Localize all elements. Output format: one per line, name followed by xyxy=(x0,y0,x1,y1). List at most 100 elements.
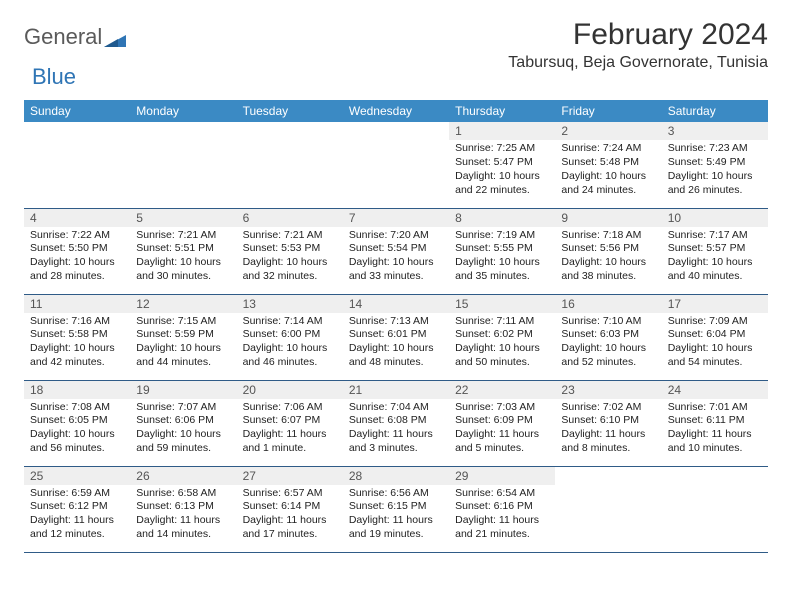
calendar-day-cell: 13Sunrise: 7:14 AMSunset: 6:00 PMDayligh… xyxy=(237,294,343,380)
calendar-day-cell: 27Sunrise: 6:57 AMSunset: 6:14 PMDayligh… xyxy=(237,466,343,552)
day-number: 29 xyxy=(449,467,555,485)
day-details: Sunrise: 6:56 AMSunset: 6:15 PMDaylight:… xyxy=(343,485,449,546)
daylight-line: Daylight: 10 hours and 26 minutes. xyxy=(668,170,762,198)
day-number: 24 xyxy=(662,381,768,399)
sunset-line: Sunset: 5:55 PM xyxy=(455,242,549,256)
sunset-line: Sunset: 6:05 PM xyxy=(30,414,124,428)
sunset-line: Sunset: 6:01 PM xyxy=(349,328,443,342)
sunset-line: Sunset: 5:57 PM xyxy=(668,242,762,256)
sunrise-line: Sunrise: 7:25 AM xyxy=(455,142,549,156)
weekday-header: Saturday xyxy=(662,100,768,122)
daylight-line: Daylight: 10 hours and 30 minutes. xyxy=(136,256,230,284)
calendar-day-cell: 20Sunrise: 7:06 AMSunset: 6:07 PMDayligh… xyxy=(237,380,343,466)
day-details: Sunrise: 7:17 AMSunset: 5:57 PMDaylight:… xyxy=(662,227,768,288)
calendar-day-cell: 5Sunrise: 7:21 AMSunset: 5:51 PMDaylight… xyxy=(130,208,236,294)
day-details: Sunrise: 7:11 AMSunset: 6:02 PMDaylight:… xyxy=(449,313,555,374)
sunset-line: Sunset: 6:04 PM xyxy=(668,328,762,342)
sunrise-line: Sunrise: 7:10 AM xyxy=(561,315,655,329)
daylight-line: Daylight: 11 hours and 12 minutes. xyxy=(30,514,124,542)
day-details: Sunrise: 7:18 AMSunset: 5:56 PMDaylight:… xyxy=(555,227,661,288)
calendar-day-cell: 2Sunrise: 7:24 AMSunset: 5:48 PMDaylight… xyxy=(555,122,661,208)
daylight-line: Daylight: 10 hours and 28 minutes. xyxy=(30,256,124,284)
day-details: Sunrise: 7:16 AMSunset: 5:58 PMDaylight:… xyxy=(24,313,130,374)
sunset-line: Sunset: 5:51 PM xyxy=(136,242,230,256)
day-details: Sunrise: 7:07 AMSunset: 6:06 PMDaylight:… xyxy=(130,399,236,460)
daylight-line: Daylight: 11 hours and 5 minutes. xyxy=(455,428,549,456)
calendar-empty-cell xyxy=(237,122,343,208)
calendar-day-cell: 18Sunrise: 7:08 AMSunset: 6:05 PMDayligh… xyxy=(24,380,130,466)
sunrise-line: Sunrise: 6:54 AM xyxy=(455,487,549,501)
sunrise-line: Sunrise: 7:04 AM xyxy=(349,401,443,415)
day-number: 7 xyxy=(343,209,449,227)
daylight-line: Daylight: 10 hours and 33 minutes. xyxy=(349,256,443,284)
day-details: Sunrise: 6:59 AMSunset: 6:12 PMDaylight:… xyxy=(24,485,130,546)
sunset-line: Sunset: 6:09 PM xyxy=(455,414,549,428)
day-details: Sunrise: 7:15 AMSunset: 5:59 PMDaylight:… xyxy=(130,313,236,374)
sunrise-line: Sunrise: 6:56 AM xyxy=(349,487,443,501)
sunset-line: Sunset: 5:58 PM xyxy=(30,328,124,342)
calendar-day-cell: 9Sunrise: 7:18 AMSunset: 5:56 PMDaylight… xyxy=(555,208,661,294)
day-number: 9 xyxy=(555,209,661,227)
day-number: 23 xyxy=(555,381,661,399)
calendar-empty-cell xyxy=(555,466,661,552)
calendar-day-cell: 21Sunrise: 7:04 AMSunset: 6:08 PMDayligh… xyxy=(343,380,449,466)
day-details: Sunrise: 7:06 AMSunset: 6:07 PMDaylight:… xyxy=(237,399,343,460)
day-details: Sunrise: 7:19 AMSunset: 5:55 PMDaylight:… xyxy=(449,227,555,288)
calendar-day-cell: 16Sunrise: 7:10 AMSunset: 6:03 PMDayligh… xyxy=(555,294,661,380)
brand-word-1: General xyxy=(24,24,102,50)
sunrise-line: Sunrise: 7:06 AM xyxy=(243,401,337,415)
weekday-header: Friday xyxy=(555,100,661,122)
day-number: 21 xyxy=(343,381,449,399)
weekday-header: Monday xyxy=(130,100,236,122)
calendar-empty-cell xyxy=(24,122,130,208)
day-details: Sunrise: 6:57 AMSunset: 6:14 PMDaylight:… xyxy=(237,485,343,546)
day-number: 28 xyxy=(343,467,449,485)
daylight-line: Daylight: 11 hours and 8 minutes. xyxy=(561,428,655,456)
day-details: Sunrise: 7:03 AMSunset: 6:09 PMDaylight:… xyxy=(449,399,555,460)
day-number: 11 xyxy=(24,295,130,313)
weekday-header: Sunday xyxy=(24,100,130,122)
sunset-line: Sunset: 5:59 PM xyxy=(136,328,230,342)
calendar-day-cell: 25Sunrise: 6:59 AMSunset: 6:12 PMDayligh… xyxy=(24,466,130,552)
daylight-line: Daylight: 10 hours and 46 minutes. xyxy=(243,342,337,370)
calendar-day-cell: 29Sunrise: 6:54 AMSunset: 6:16 PMDayligh… xyxy=(449,466,555,552)
day-details: Sunrise: 7:09 AMSunset: 6:04 PMDaylight:… xyxy=(662,313,768,374)
calendar-day-cell: 23Sunrise: 7:02 AMSunset: 6:10 PMDayligh… xyxy=(555,380,661,466)
calendar-page: General February 2024 Tabursuq, Beja Gov… xyxy=(0,0,792,553)
location: Tabursuq, Beja Governorate, Tunisia xyxy=(508,54,768,72)
daylight-line: Daylight: 10 hours and 56 minutes. xyxy=(30,428,124,456)
sunset-line: Sunset: 6:15 PM xyxy=(349,500,443,514)
calendar-day-cell: 8Sunrise: 7:19 AMSunset: 5:55 PMDaylight… xyxy=(449,208,555,294)
day-details: Sunrise: 7:25 AMSunset: 5:47 PMDaylight:… xyxy=(449,140,555,201)
calendar-day-cell: 22Sunrise: 7:03 AMSunset: 6:09 PMDayligh… xyxy=(449,380,555,466)
day-number: 2 xyxy=(555,122,661,140)
sunset-line: Sunset: 6:07 PM xyxy=(243,414,337,428)
day-details: Sunrise: 7:08 AMSunset: 6:05 PMDaylight:… xyxy=(24,399,130,460)
calendar-day-cell: 10Sunrise: 7:17 AMSunset: 5:57 PMDayligh… xyxy=(662,208,768,294)
sunrise-line: Sunrise: 7:09 AM xyxy=(668,315,762,329)
daylight-line: Daylight: 11 hours and 10 minutes. xyxy=(668,428,762,456)
calendar-day-cell: 4Sunrise: 7:22 AMSunset: 5:50 PMDaylight… xyxy=(24,208,130,294)
sunrise-line: Sunrise: 7:07 AM xyxy=(136,401,230,415)
sunset-line: Sunset: 5:56 PM xyxy=(561,242,655,256)
brand-logo: General xyxy=(24,18,128,50)
day-number: 10 xyxy=(662,209,768,227)
calendar-day-cell: 6Sunrise: 7:21 AMSunset: 5:53 PMDaylight… xyxy=(237,208,343,294)
sunset-line: Sunset: 5:53 PM xyxy=(243,242,337,256)
calendar-week-row: 18Sunrise: 7:08 AMSunset: 6:05 PMDayligh… xyxy=(24,380,768,466)
day-number: 25 xyxy=(24,467,130,485)
day-number: 16 xyxy=(555,295,661,313)
sunrise-line: Sunrise: 7:18 AM xyxy=(561,229,655,243)
calendar-day-cell: 26Sunrise: 6:58 AMSunset: 6:13 PMDayligh… xyxy=(130,466,236,552)
brand-word-2: Blue xyxy=(32,64,76,90)
weekday-header-row: Sunday Monday Tuesday Wednesday Thursday… xyxy=(24,100,768,122)
day-details: Sunrise: 7:23 AMSunset: 5:49 PMDaylight:… xyxy=(662,140,768,201)
daylight-line: Daylight: 11 hours and 17 minutes. xyxy=(243,514,337,542)
daylight-line: Daylight: 10 hours and 42 minutes. xyxy=(30,342,124,370)
sunset-line: Sunset: 6:08 PM xyxy=(349,414,443,428)
day-number: 5 xyxy=(130,209,236,227)
daylight-line: Daylight: 11 hours and 14 minutes. xyxy=(136,514,230,542)
calendar-day-cell: 11Sunrise: 7:16 AMSunset: 5:58 PMDayligh… xyxy=(24,294,130,380)
day-details: Sunrise: 7:24 AMSunset: 5:48 PMDaylight:… xyxy=(555,140,661,201)
day-details: Sunrise: 7:10 AMSunset: 6:03 PMDaylight:… xyxy=(555,313,661,374)
